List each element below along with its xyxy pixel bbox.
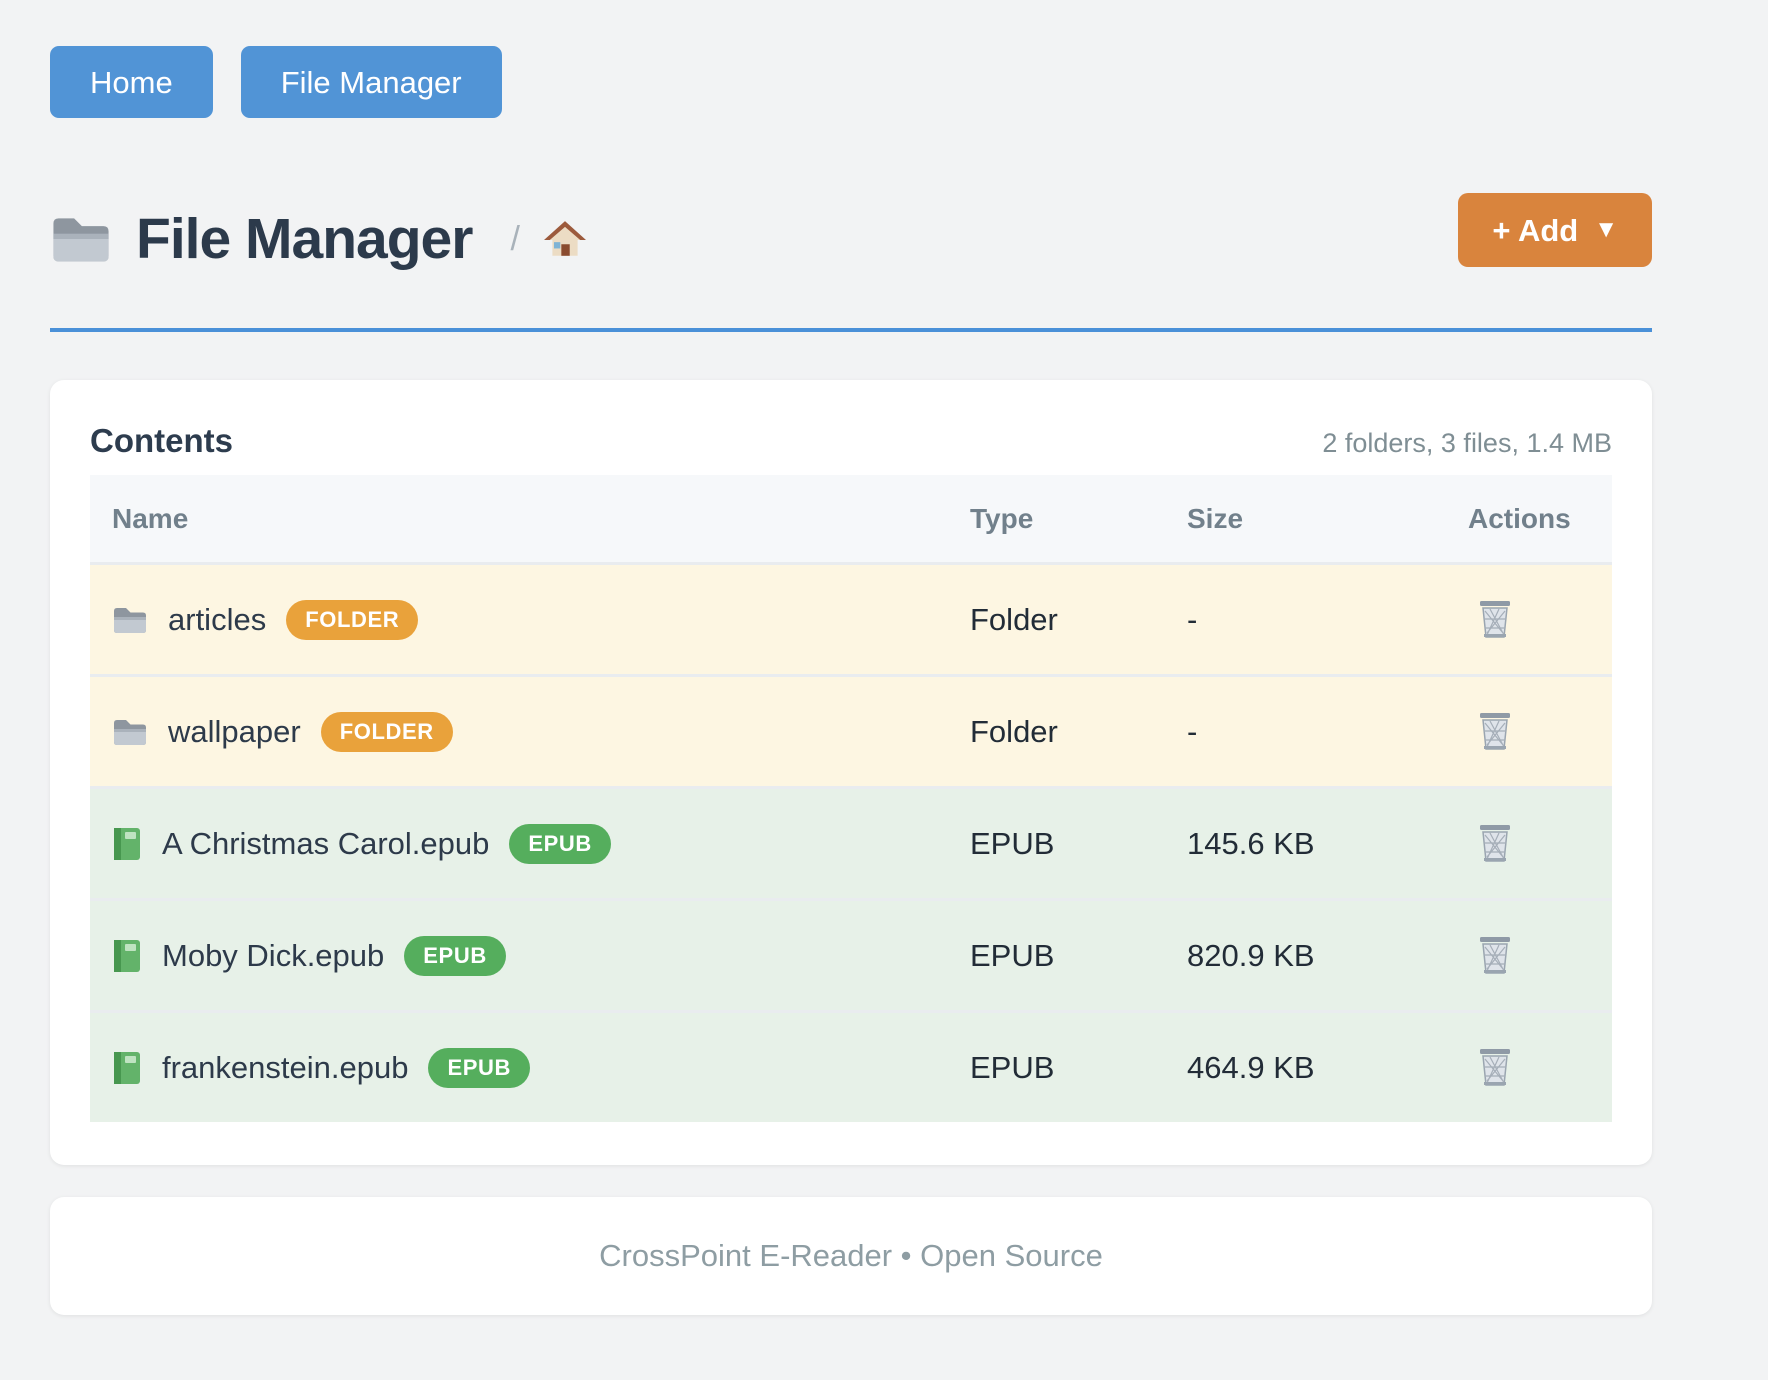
trash-icon bbox=[1477, 1047, 1513, 1088]
file-name: A Christmas Carol.epub bbox=[162, 825, 490, 861]
trash-icon bbox=[1477, 823, 1513, 864]
book-icon bbox=[112, 827, 142, 861]
delete-button[interactable] bbox=[1473, 707, 1517, 756]
type-badge: EPUB bbox=[509, 823, 611, 864]
column-header-type: Type bbox=[970, 502, 1034, 534]
file-size: - bbox=[1187, 601, 1198, 637]
contents-summary: 2 folders, 3 files, 1.4 MB bbox=[1322, 428, 1612, 458]
table-row[interactable]: articles FOLDER Folder - bbox=[90, 562, 1612, 674]
type-badge: FOLDER bbox=[320, 711, 453, 752]
home-button[interactable]: Home bbox=[50, 46, 213, 118]
top-nav: Home File Manager bbox=[50, 46, 502, 118]
type-badge: EPUB bbox=[404, 935, 506, 976]
add-button[interactable]: + Add ▼ bbox=[1458, 193, 1652, 267]
file-type: EPUB bbox=[970, 1049, 1055, 1085]
type-badge: FOLDER bbox=[286, 599, 419, 640]
file-table: Name Type Size Actions articles FOLDER F… bbox=[90, 475, 1612, 1122]
file-name: articles bbox=[168, 601, 267, 637]
contents-card: Contents 2 folders, 3 files, 1.4 MB Name… bbox=[50, 380, 1652, 1165]
delete-button[interactable] bbox=[1473, 931, 1517, 980]
file-size: 145.6 KB bbox=[1187, 825, 1315, 861]
delete-button[interactable] bbox=[1473, 595, 1517, 644]
table-row[interactable]: frankenstein.epub EPUB EPUB 464.9 KB bbox=[90, 1010, 1612, 1122]
delete-button[interactable] bbox=[1473, 1043, 1517, 1092]
file-type: Folder bbox=[970, 713, 1058, 749]
file-type: EPUB bbox=[970, 825, 1055, 861]
file-size: 820.9 KB bbox=[1187, 937, 1315, 973]
column-header-size: Size bbox=[1187, 502, 1244, 534]
file-name: Moby Dick.epub bbox=[162, 937, 385, 973]
file-type: EPUB bbox=[970, 937, 1055, 973]
trash-icon bbox=[1477, 599, 1513, 640]
contents-title: Contents bbox=[90, 422, 233, 459]
add-button-label: + Add bbox=[1492, 212, 1579, 248]
table-row[interactable]: Moby Dick.epub EPUB EPUB 820.9 KB bbox=[90, 898, 1612, 1010]
trash-icon bbox=[1477, 935, 1513, 976]
chevron-down-icon: ▼ bbox=[1594, 216, 1618, 243]
column-header-name: Name bbox=[112, 502, 189, 534]
page-header: File Manager / bbox=[50, 206, 586, 272]
type-badge: EPUB bbox=[428, 1047, 530, 1088]
folder-icon bbox=[112, 717, 148, 747]
footer-text: CrossPoint E-Reader • Open Source bbox=[599, 1238, 1103, 1273]
file-type: Folder bbox=[970, 601, 1058, 637]
folder-icon bbox=[112, 605, 148, 635]
file-size: - bbox=[1187, 713, 1198, 749]
house-icon[interactable] bbox=[543, 220, 586, 258]
table-row[interactable]: A Christmas Carol.epub EPUB EPUB 145.6 K… bbox=[90, 786, 1612, 898]
table-header-row: Name Type Size Actions bbox=[90, 475, 1612, 562]
folder-icon bbox=[50, 213, 112, 265]
title-divider bbox=[50, 328, 1652, 332]
file-size: 464.9 KB bbox=[1187, 1049, 1315, 1085]
column-header-actions: Actions bbox=[1468, 502, 1571, 534]
footer: CrossPoint E-Reader • Open Source bbox=[50, 1197, 1652, 1315]
page-title: File Manager bbox=[136, 207, 473, 271]
file-name: frankenstein.epub bbox=[162, 1049, 409, 1085]
book-icon bbox=[112, 1051, 142, 1085]
table-row[interactable]: wallpaper FOLDER Folder - bbox=[90, 674, 1612, 786]
file-name: wallpaper bbox=[168, 713, 301, 749]
file-manager-button[interactable]: File Manager bbox=[240, 46, 502, 118]
breadcrumb-separator: / bbox=[510, 219, 520, 258]
contents-card-header: Contents 2 folders, 3 files, 1.4 MB bbox=[90, 422, 1612, 460]
delete-button[interactable] bbox=[1473, 819, 1517, 868]
book-icon bbox=[112, 939, 142, 973]
trash-icon bbox=[1477, 711, 1513, 752]
